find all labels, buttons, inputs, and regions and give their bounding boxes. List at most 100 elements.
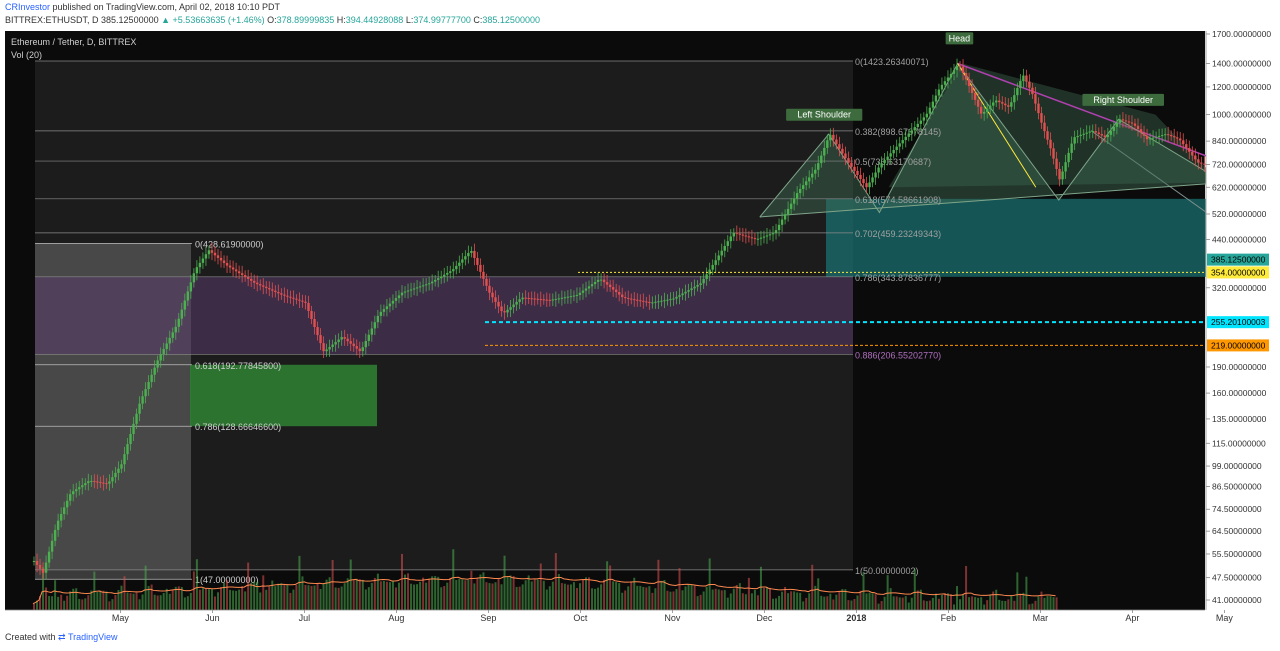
fib-large-label: 0.886(206.55202770) bbox=[855, 350, 941, 360]
candle-body bbox=[651, 302, 654, 304]
candle-body bbox=[228, 265, 232, 268]
candle-body bbox=[901, 140, 904, 144]
price-marker-box[interactable] bbox=[1207, 253, 1269, 266]
candle-body bbox=[1046, 131, 1049, 140]
candle-body bbox=[726, 241, 729, 246]
candle-body bbox=[783, 214, 787, 220]
candle-body bbox=[678, 295, 681, 297]
time-tick-label: 2018 bbox=[846, 613, 866, 623]
candle-body bbox=[590, 284, 594, 287]
candle-body bbox=[364, 340, 368, 348]
volume-bar bbox=[60, 594, 63, 610]
volume-bar bbox=[283, 583, 286, 610]
volume-bar bbox=[904, 596, 907, 610]
candle-body bbox=[654, 301, 657, 303]
volume-bar bbox=[102, 590, 105, 610]
candle-body bbox=[765, 235, 769, 237]
volume-bar bbox=[382, 580, 385, 610]
candle-body bbox=[955, 65, 959, 71]
candle-body bbox=[295, 298, 298, 300]
candle-body bbox=[340, 337, 343, 340]
candle-body bbox=[316, 327, 319, 336]
candle-body bbox=[817, 163, 820, 170]
volume-bar bbox=[892, 596, 895, 610]
volume-bar bbox=[503, 555, 506, 610]
candle-body bbox=[937, 89, 941, 96]
volume-bar bbox=[769, 587, 771, 610]
candle-body bbox=[1004, 103, 1007, 106]
candle-body bbox=[786, 208, 790, 215]
volume-bar bbox=[78, 598, 81, 610]
candle-body bbox=[186, 291, 190, 301]
candle-body bbox=[195, 267, 199, 274]
pattern-label-box bbox=[1082, 93, 1164, 106]
candle-body bbox=[1182, 140, 1185, 145]
volume-bar bbox=[407, 573, 410, 610]
candle-body bbox=[96, 481, 99, 483]
time-tick-label: Aug bbox=[388, 613, 404, 623]
volume-bar bbox=[1034, 600, 1037, 610]
volume-bar bbox=[696, 596, 699, 610]
low-value: 374.99777700 bbox=[413, 15, 471, 25]
candle-body bbox=[569, 296, 573, 298]
candle-body bbox=[343, 337, 346, 339]
volume-bar bbox=[138, 599, 141, 610]
price-tick-label: 74.50000000 bbox=[1212, 504, 1262, 514]
tradingview-link[interactable]: TradingView bbox=[67, 632, 118, 642]
time-axis[interactable] bbox=[0, 610, 1206, 628]
candle-body bbox=[874, 172, 877, 178]
candle-body bbox=[1082, 133, 1085, 135]
candle-body bbox=[1100, 134, 1104, 136]
volume-bar bbox=[391, 580, 394, 610]
candle-body bbox=[150, 374, 153, 382]
candle-body bbox=[286, 295, 289, 297]
volume-bar bbox=[147, 586, 150, 610]
price-marker-box[interactable] bbox=[1207, 316, 1269, 329]
volume-bar bbox=[895, 596, 898, 610]
price-marker-box[interactable] bbox=[1207, 339, 1269, 352]
candle-body bbox=[759, 237, 763, 239]
volume-bar bbox=[394, 587, 397, 610]
price-tick-label: 440.00000000 bbox=[1212, 234, 1267, 244]
volume-bar bbox=[940, 594, 943, 610]
volume-bar bbox=[1022, 592, 1025, 610]
candle-body bbox=[1106, 134, 1110, 138]
candle-body bbox=[596, 279, 600, 282]
candle-body bbox=[584, 288, 588, 291]
volume-bar bbox=[817, 578, 820, 610]
candle-body bbox=[566, 296, 570, 298]
tradingview-logo-icon[interactable]: ⇄ bbox=[58, 632, 66, 642]
volume-bar bbox=[135, 592, 138, 610]
price-tick-label: 1400.00000000 bbox=[1212, 59, 1271, 69]
price-chart[interactable]: 0(1423.26340071) 0.382(898.67678145) 0.5(7… bbox=[0, 28, 1280, 628]
author-link[interactable]: CRInvestor bbox=[5, 2, 51, 12]
candle-body bbox=[639, 300, 642, 302]
candle-body bbox=[500, 306, 503, 312]
volume-bar bbox=[292, 589, 295, 610]
fib-large-label: 1(50.00000002) bbox=[855, 566, 919, 576]
volume-bar bbox=[681, 590, 684, 610]
candle-body bbox=[355, 346, 358, 349]
candle-body bbox=[1145, 135, 1149, 140]
candle-body bbox=[663, 300, 666, 302]
candle-body bbox=[44, 562, 48, 573]
price-marker-box[interactable] bbox=[1207, 266, 1269, 279]
candle-body bbox=[795, 193, 799, 199]
candle-body bbox=[602, 279, 606, 283]
candle-body bbox=[72, 491, 75, 495]
volume-bar bbox=[319, 588, 322, 610]
volume-bar bbox=[485, 582, 488, 610]
candle-body bbox=[1172, 136, 1176, 138]
candle-body bbox=[690, 288, 693, 291]
candle-body bbox=[741, 234, 745, 236]
fib-small-label: 1(47.00000000) bbox=[195, 575, 259, 585]
volume-bar bbox=[69, 591, 72, 610]
candle-body bbox=[539, 299, 542, 301]
volume-bar bbox=[717, 589, 720, 610]
volume-bar bbox=[871, 593, 874, 610]
candle-body bbox=[669, 299, 672, 301]
candle-body bbox=[476, 257, 479, 265]
volume-bar bbox=[808, 593, 811, 610]
candle-body bbox=[714, 260, 717, 265]
candle-body bbox=[319, 335, 322, 344]
